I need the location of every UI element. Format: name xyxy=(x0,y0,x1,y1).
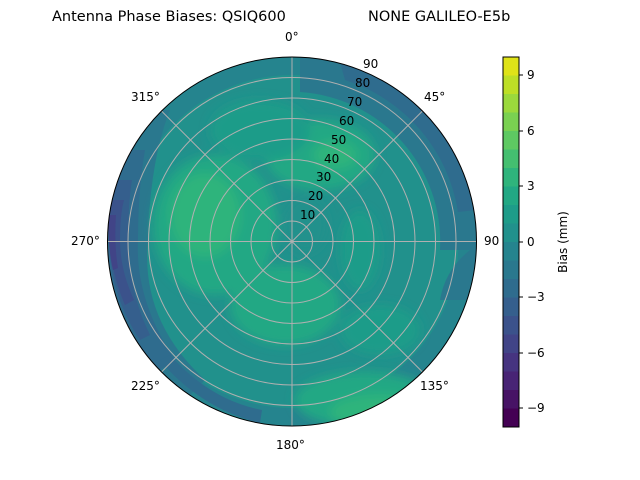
colorbar-tick-3: 3 xyxy=(527,179,535,193)
angle-label-225: 225° xyxy=(131,379,160,393)
chart-title-left: Antenna Phase Biases: QSIQ600 xyxy=(52,9,286,25)
radial-label-20: 20 xyxy=(308,189,324,203)
colorbar-label: Bias (mm) xyxy=(555,211,570,273)
angle-label-180: 180° xyxy=(276,438,305,452)
angle-label-315: 315° xyxy=(131,90,160,104)
radial-label-50: 50 xyxy=(331,133,347,147)
colorbar-tick-m3: −3 xyxy=(527,290,545,304)
radial-label-90: 90 xyxy=(363,57,379,71)
radial-label-40: 40 xyxy=(324,152,340,166)
colorbar-tick-m6: −6 xyxy=(527,346,545,360)
angle-label-0: 0° xyxy=(285,30,299,44)
angle-label-90: 90 xyxy=(484,234,500,248)
colorbar-tick-9: 9 xyxy=(527,68,535,82)
colorbar-tick-0: 0 xyxy=(527,235,535,249)
radial-label-80: 80 xyxy=(355,76,371,90)
chart-title-right: NONE GALILEO-E5b xyxy=(368,9,511,25)
colorbar-tick-m9: −9 xyxy=(527,401,545,415)
radial-label-10: 10 xyxy=(300,208,316,222)
angle-label-45: 45° xyxy=(424,90,446,104)
polar-grid xyxy=(107,57,477,426)
angle-label-135: 135° xyxy=(420,379,449,393)
radial-label-30: 30 xyxy=(316,170,332,184)
radial-label-70: 70 xyxy=(347,95,363,109)
radial-label-60: 60 xyxy=(339,114,355,128)
polar-frame xyxy=(107,56,477,427)
colorbar xyxy=(502,56,523,428)
colorbar-tick-6: 6 xyxy=(527,124,535,138)
angle-label-270: 270° xyxy=(71,234,100,248)
